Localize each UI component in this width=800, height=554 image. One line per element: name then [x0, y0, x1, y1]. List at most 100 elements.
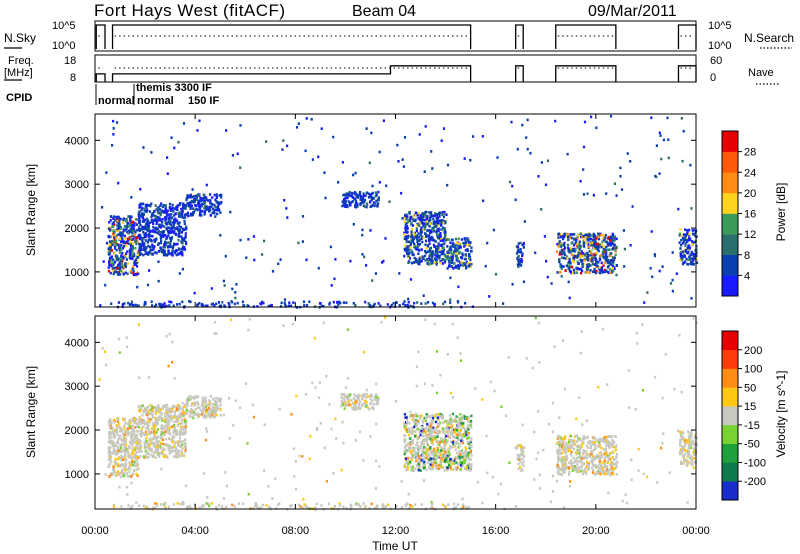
power-cell	[464, 263, 467, 266]
power-ground-cell	[426, 301, 430, 304]
power-noise-cell	[369, 229, 372, 232]
velocity-cell	[126, 433, 130, 437]
power-noise-cell	[566, 152, 569, 156]
velocity-cell	[122, 463, 125, 467]
velocity-cell	[154, 450, 157, 453]
power-cell	[428, 258, 431, 261]
power-cell	[195, 207, 198, 211]
power-cell	[445, 213, 448, 216]
power-cell	[178, 221, 181, 224]
velocity-cell	[436, 468, 439, 471]
power-noise-cell	[330, 284, 333, 287]
power-cell	[124, 254, 127, 257]
velocity-cell	[202, 401, 205, 405]
velocity-cell	[139, 446, 142, 450]
velocity-cell	[601, 466, 604, 469]
velocity-cell	[442, 466, 445, 469]
power-cell	[435, 217, 438, 220]
velocity-cell	[415, 453, 418, 456]
power-cell	[413, 256, 416, 260]
velocity-cell	[205, 403, 208, 407]
power-cell	[416, 238, 419, 242]
power-cell	[599, 254, 602, 257]
velocity-cell	[422, 442, 425, 446]
power-cell	[413, 232, 416, 236]
power-cell	[443, 254, 447, 257]
velocity-cell	[146, 456, 149, 459]
power-cells	[99, 114, 699, 309]
velocity-cell	[125, 448, 128, 452]
velocity-cell	[118, 473, 121, 477]
power-cell	[564, 269, 567, 272]
power-cell	[684, 250, 687, 253]
power-cell	[422, 228, 425, 231]
power-ground-cell	[379, 304, 382, 308]
power-cell	[109, 240, 113, 244]
nsearch-tick-bottom: 10^0	[708, 40, 732, 52]
velocity-cell	[208, 399, 211, 402]
velocity-cell	[213, 410, 216, 413]
power-cell	[606, 248, 609, 252]
power-cell	[427, 211, 430, 214]
velocity-cell	[446, 468, 449, 472]
power-ground-cell	[288, 301, 291, 304]
power-cell	[412, 233, 415, 237]
power-cell	[121, 260, 124, 263]
power-cell	[681, 250, 684, 254]
power-cell	[175, 207, 178, 211]
velocity-cell	[151, 414, 154, 417]
velocity-cell	[133, 421, 136, 425]
power-cell	[123, 240, 126, 243]
power-cell	[410, 249, 413, 252]
power-cell	[449, 257, 452, 260]
power-cell	[152, 225, 155, 229]
velocity-cell	[170, 438, 173, 442]
power-cell	[427, 260, 430, 263]
velocity-cell	[426, 415, 429, 419]
velocity-cell	[125, 443, 128, 447]
power-ground-cell	[285, 305, 288, 308]
power-cell	[574, 238, 578, 242]
power-cell	[351, 196, 354, 199]
power-noise-cell	[481, 135, 484, 138]
power-noise-cell	[363, 255, 366, 259]
power-noise-cell	[223, 284, 226, 287]
velocity-cell	[458, 457, 461, 460]
velocity-cell	[430, 425, 433, 429]
power-noise-cell	[658, 131, 661, 135]
velocity-cell	[157, 435, 160, 438]
velocity-cell	[469, 439, 472, 442]
power-noise-cell	[463, 157, 466, 160]
velocity-cell	[175, 448, 178, 451]
velocity-cell	[133, 460, 136, 464]
velocity-cell	[131, 463, 134, 467]
power-cell	[209, 208, 212, 212]
velocity-cell	[202, 398, 205, 401]
power-cell	[612, 270, 615, 273]
power-cell	[585, 242, 588, 245]
velocity-cell	[458, 429, 461, 433]
velocity-cell	[470, 419, 473, 423]
power-cell	[182, 202, 185, 205]
power-cell	[122, 245, 126, 248]
power-cell	[687, 238, 690, 242]
power-cell	[446, 245, 449, 248]
velocity-cell	[591, 463, 594, 466]
velocity-cell	[460, 416, 463, 420]
velocity-cell	[437, 430, 440, 434]
power-cell	[605, 245, 608, 249]
velocity-cell	[119, 450, 123, 454]
velocity-cell	[125, 437, 128, 440]
velocity-cell	[441, 427, 444, 430]
velocity-cell	[463, 434, 466, 438]
power-cell	[121, 251, 124, 255]
power-cell	[609, 254, 612, 257]
power-cell	[560, 243, 563, 247]
power-cell	[593, 263, 596, 266]
power-cell	[460, 260, 463, 264]
power-cell	[568, 261, 571, 264]
velocity-cell	[435, 431, 438, 435]
power-cell	[189, 207, 192, 210]
velocity-cell	[463, 415, 466, 418]
velocity-cell	[184, 450, 187, 454]
